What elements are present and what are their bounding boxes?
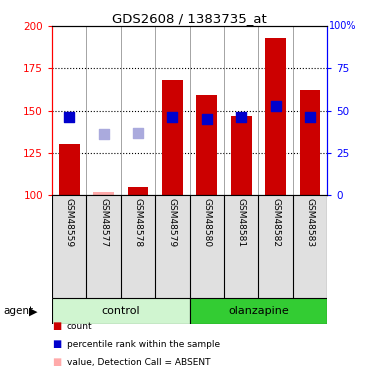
Point (204, 116, 210, 122)
Text: value, Detection Call = ABSENT: value, Detection Call = ABSENT (67, 358, 210, 367)
Text: olanzapine: olanzapine (228, 306, 289, 316)
Text: GSM48577: GSM48577 (99, 198, 108, 247)
Text: percentile rank within the sample: percentile rank within the sample (67, 340, 220, 349)
Bar (52, 298, 189, 324)
Point (238, 114, 244, 120)
Text: GSM48578: GSM48578 (134, 198, 142, 247)
Title: GDS2608 / 1383735_at: GDS2608 / 1383735_at (112, 12, 267, 25)
Text: GSM48580: GSM48580 (202, 198, 211, 247)
Text: 100%: 100% (329, 21, 357, 31)
Point (66, 114, 72, 120)
Bar (189, 298, 327, 324)
Bar (59, 144, 79, 195)
Text: ▶: ▶ (28, 306, 37, 316)
Text: ■: ■ (52, 357, 61, 367)
Bar (231, 116, 251, 195)
Text: ■: ■ (52, 339, 61, 349)
Text: ■: ■ (52, 321, 61, 331)
Text: GSM48582: GSM48582 (271, 198, 280, 247)
Text: agent: agent (4, 306, 34, 316)
Point (307, 114, 313, 120)
Bar (93, 192, 114, 195)
Text: GSM48583: GSM48583 (306, 198, 315, 247)
Bar (162, 80, 183, 195)
Point (169, 114, 176, 120)
Bar (196, 96, 217, 195)
Bar (300, 90, 320, 195)
Point (273, 102, 279, 109)
Text: control: control (102, 306, 140, 316)
Point (135, 130, 141, 136)
Text: GSM48559: GSM48559 (65, 198, 74, 247)
Text: count: count (67, 322, 92, 331)
Point (100, 131, 107, 137)
Bar (128, 187, 148, 195)
Bar (265, 38, 286, 195)
Text: GSM48579: GSM48579 (168, 198, 177, 247)
Text: GSM48581: GSM48581 (237, 198, 246, 247)
